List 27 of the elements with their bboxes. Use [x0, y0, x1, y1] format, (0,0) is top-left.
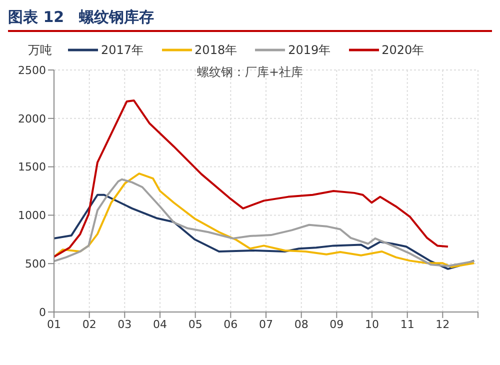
- y-tick-label: 500: [25, 258, 46, 271]
- y-tick-label: 1000: [18, 209, 46, 222]
- x-tick-label: 03: [118, 318, 132, 331]
- x-tick-label: 06: [224, 318, 238, 331]
- line-series: [54, 194, 476, 270]
- x-tick-label: 12: [436, 318, 450, 331]
- y-tick-label: 2000: [18, 112, 46, 126]
- x-tick-label: 07: [259, 318, 273, 331]
- y-axis-title: 万吨: [28, 42, 52, 58]
- y-tick-label: 2500: [18, 64, 46, 77]
- x-tick-label: 10: [365, 318, 379, 331]
- y-tick-label: 0: [39, 306, 46, 319]
- x-tick-label: 02: [82, 318, 96, 331]
- x-tick-label: 09: [330, 318, 344, 331]
- x-tick-label: 01: [47, 318, 61, 331]
- x-tick-label: 04: [153, 318, 167, 331]
- legend-label: 2019年: [288, 42, 331, 58]
- y-tick-label: 1500: [18, 160, 46, 174]
- x-tick-label: 05: [188, 318, 202, 331]
- legend-label: 2020年: [382, 42, 424, 58]
- legend-label: 2017年: [101, 42, 144, 58]
- line-series: [54, 99, 449, 258]
- chart-subtitle: 螺纹钢：厂库+社库: [196, 65, 304, 79]
- chart-title: 图表 12 螺纹钢库存: [8, 8, 492, 32]
- legend-label: 2018年: [194, 42, 238, 58]
- x-tick-label: 11: [400, 318, 414, 331]
- x-tick-label: 08: [294, 318, 308, 331]
